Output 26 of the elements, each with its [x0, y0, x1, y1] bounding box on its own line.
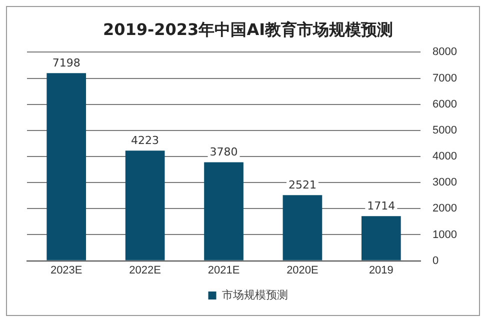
x-tick-label: 2019: [368, 264, 394, 276]
legend-label: 市场规模预测: [222, 288, 288, 302]
data-label: 3780: [210, 146, 238, 159]
x-tick-label: 2020E: [286, 264, 318, 276]
bar: [125, 150, 165, 260]
y-tick-label: 3000: [432, 176, 458, 189]
x-tick-label: 2022E: [129, 264, 161, 276]
bar: [46, 73, 86, 260]
bar: [362, 216, 401, 260]
y-tick-label: 8000: [432, 46, 458, 58]
chart-title: 2019-2023年中国AI教育市场规模预测: [102, 20, 394, 39]
x-tick-label: 2021E: [208, 264, 240, 276]
x-tick-label: 2023E: [50, 264, 82, 276]
data-label: 1714: [367, 199, 396, 212]
y-tick-label: 2000: [432, 202, 458, 215]
bar: [204, 162, 244, 260]
data-label: 2521: [288, 178, 316, 192]
bar: [282, 195, 322, 260]
y-tick-label: 6000: [432, 98, 458, 110]
y-tick-label: 0: [432, 254, 439, 267]
y-tick-label: 1000: [432, 228, 458, 241]
data-label: 4223: [131, 134, 160, 148]
data-label: 7198: [52, 56, 80, 70]
y-tick-label: 4000: [432, 150, 458, 163]
y-tick-label: 5000: [432, 124, 458, 136]
y-tick-label: 7000: [432, 72, 458, 84]
